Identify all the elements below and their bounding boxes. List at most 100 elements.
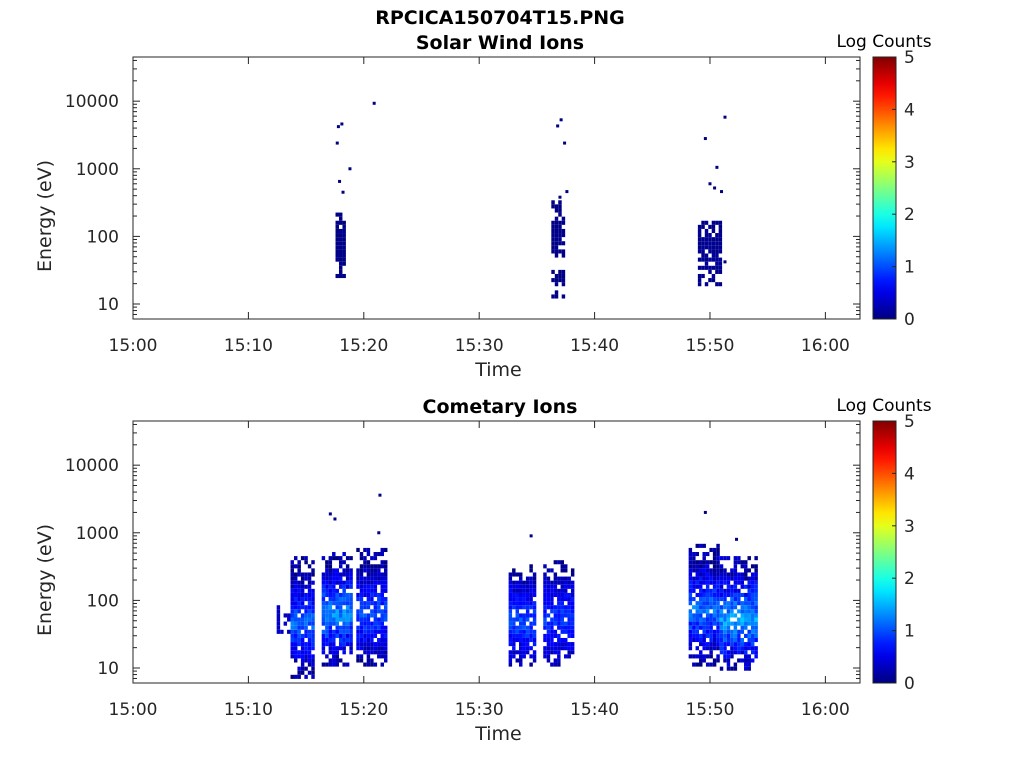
bin-cell: [290, 572, 294, 577]
bin-cell: [304, 674, 308, 679]
bin-cell: [726, 633, 731, 638]
bin-cell: [321, 584, 326, 589]
bin-cell: [716, 642, 720, 647]
bin-cell: [338, 564, 343, 569]
bin-cell: [532, 629, 537, 634]
bin-cell: [328, 568, 333, 573]
bin-cell: [508, 592, 513, 598]
bin-cell: [325, 592, 329, 598]
bin-cell: [373, 613, 378, 618]
bin-cell: [307, 613, 312, 618]
bin-cell: [695, 617, 700, 622]
bin-cell: [561, 273, 566, 279]
x-axis-label: Time: [474, 359, 522, 381]
bin-cell: [715, 282, 719, 287]
bin-cell: [335, 224, 339, 229]
time-bin: [708, 224, 712, 283]
bin-cell: [697, 233, 702, 238]
bin-cell: [290, 592, 294, 598]
bin-cell: [525, 617, 530, 622]
bin-cell: [311, 588, 315, 593]
bin-cell: [377, 650, 381, 655]
bin-cell: [290, 588, 294, 593]
bin-cell: [560, 609, 565, 614]
bin-cell: [345, 564, 350, 569]
bin-cell: [515, 617, 520, 622]
bin-cell: [304, 642, 308, 647]
bin-cell: [546, 654, 551, 659]
bin-cell: [688, 609, 693, 614]
y-tick-label: 100: [87, 227, 119, 247]
bin-cell: [543, 650, 547, 655]
bin-cell: [730, 642, 734, 647]
bin-cell: [525, 613, 530, 618]
bin-cell: [383, 580, 388, 585]
bin-cell: [567, 605, 571, 610]
bin-cell: [525, 597, 530, 602]
bin-cell: [692, 597, 696, 602]
bin-cell: [699, 568, 703, 573]
time-bin: [522, 580, 526, 659]
bin-cell: [554, 253, 559, 258]
bin-cell: [558, 212, 562, 217]
bin-cell: [705, 601, 710, 606]
bin-cell: [359, 629, 364, 634]
bin-cell: [726, 601, 731, 606]
bin-cell: [560, 564, 565, 569]
bin-cell: [712, 613, 717, 618]
bin-cell: [695, 601, 700, 606]
bin-cell: [300, 588, 305, 593]
bin-cell: [345, 609, 350, 614]
bin-cell: [377, 580, 381, 585]
bin-cell: [750, 658, 755, 663]
bin-cell: [712, 552, 717, 557]
bin-cell: [383, 642, 388, 647]
bin-cell: [338, 584, 343, 589]
bin-cell: [304, 654, 308, 659]
bin-cell: [370, 609, 374, 614]
bin-cell: [543, 654, 547, 659]
bin-cell: [705, 642, 710, 647]
bin-cell: [754, 576, 758, 581]
bin-cell: [342, 650, 346, 655]
bin-cell: [345, 605, 350, 610]
axes-frame: [132, 56, 861, 320]
bin-cell: [363, 576, 367, 581]
bin-cell: [349, 637, 353, 643]
bin-cell: [307, 609, 312, 614]
bin-cell: [276, 629, 281, 634]
data-point: [558, 195, 562, 199]
bin-cell: [564, 576, 568, 581]
bin-cell: [332, 584, 336, 589]
bin-cell: [377, 642, 381, 647]
bin-cell: [370, 584, 374, 589]
bin-cell: [338, 556, 343, 561]
bin-cell: [370, 564, 374, 569]
bin-cell: [345, 629, 350, 634]
bin-cell: [709, 633, 713, 638]
bin-cell: [380, 621, 384, 626]
bin-cell: [570, 572, 575, 577]
bin-cell: [744, 576, 748, 581]
bin-cell: [550, 580, 554, 585]
bin-cell: [359, 625, 364, 630]
bin-cell: [325, 576, 329, 581]
bin-cell: [335, 233, 339, 238]
bin-cell: [342, 220, 346, 225]
bin-cell: [293, 572, 298, 577]
bin-cell: [726, 617, 731, 622]
bin-cell: [383, 568, 388, 573]
bin-cell: [554, 294, 559, 299]
bin-cell: [551, 233, 555, 238]
bin-cell: [718, 224, 723, 229]
bin-cell: [519, 662, 523, 667]
bin-cell: [560, 568, 565, 573]
bin-cell: [754, 556, 758, 561]
bin-cell: [342, 613, 346, 618]
bin-cell: [508, 588, 513, 593]
bin-cell: [325, 662, 329, 667]
bin-cell: [723, 597, 727, 602]
bin-cell: [311, 654, 315, 659]
time-bin: [711, 220, 716, 283]
bin-cell: [708, 237, 712, 242]
